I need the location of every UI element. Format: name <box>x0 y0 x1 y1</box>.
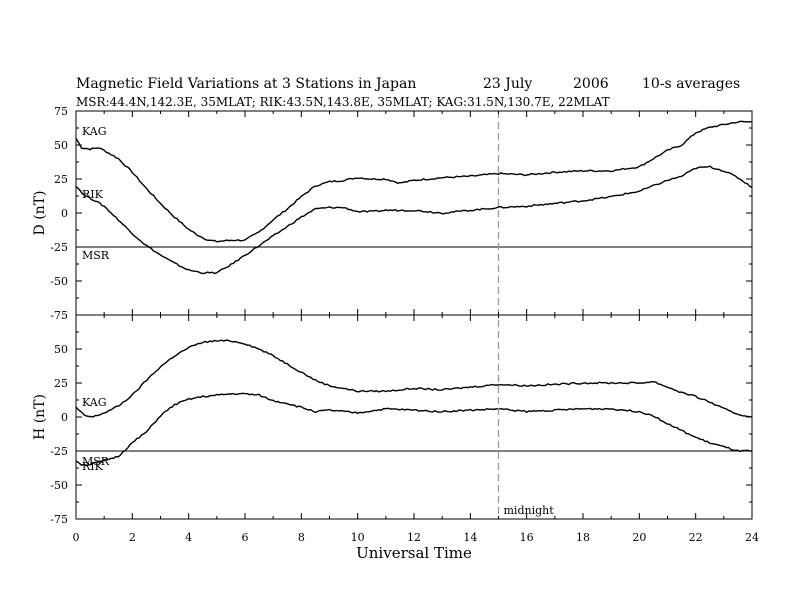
y-tick-label-h: -25 <box>50 445 68 458</box>
series-kag-d <box>75 120 753 243</box>
x-tick-label: 10 <box>351 531 365 544</box>
y-tick-label-d: -75 <box>50 309 68 322</box>
x-tick-label: 22 <box>689 531 703 544</box>
y-tick-label-h: -75 <box>50 513 68 526</box>
midnight-annotation: midnight <box>504 504 555 517</box>
y-tick-label-d: 0 <box>61 207 68 220</box>
series-kag-h <box>75 339 753 418</box>
y-tick-label-d: 50 <box>54 139 68 152</box>
series-rik-h <box>75 392 752 466</box>
y-axis-h: 50 25 0 -25 -50 -75 <box>50 331 752 526</box>
x-tick-label: 24 <box>745 531 759 544</box>
x-tick-label: 12 <box>407 531 421 544</box>
x-tick-label: 18 <box>576 531 590 544</box>
series-label-rik-d: RIK <box>82 188 104 201</box>
date-label: 23 July <box>483 76 532 92</box>
x-tick-label: 16 <box>520 531 534 544</box>
averaging-label: 10-s averages <box>642 76 740 92</box>
series-label-kag-d: KAG <box>82 125 107 138</box>
x-axis-label: Universal Time <box>356 544 472 562</box>
x-tick-label: 0 <box>73 531 80 544</box>
y-axis-d: 75 50 25 0 -25 -50 -75 <box>50 105 752 322</box>
y-tick-label-d: -50 <box>50 275 68 288</box>
panel-frame-h <box>75 314 753 520</box>
y-tick-label-h: -50 <box>50 479 68 492</box>
y-tick-label-d: 75 <box>54 105 68 118</box>
y-axis-label-d: D (nT) <box>32 191 48 236</box>
y-axis-label-h: H (nT) <box>32 394 48 440</box>
d-panel: 75 50 25 0 -25 -50 -75 D (nT) KAG RIK MSR <box>32 105 753 322</box>
x-tick-label: 4 <box>185 531 192 544</box>
chart-title: Magnetic Field Variations at 3 Stations … <box>76 76 416 92</box>
x-tick-label: 6 <box>242 531 249 544</box>
y-tick-label-h: 0 <box>61 411 68 424</box>
station-info: MSR:44.4N,142.3E, 35MLAT; RIK:43.5N,143.… <box>76 95 610 109</box>
series-label-msr-d: MSR <box>82 249 110 262</box>
x-tick-label: 8 <box>298 531 305 544</box>
panel-frame-d <box>75 110 753 316</box>
x-tick-label: 20 <box>632 531 646 544</box>
y-tick-label-d: 25 <box>54 173 68 186</box>
x-tick-label: 2 <box>129 531 136 544</box>
series-label-rik-h: RIK <box>82 460 104 473</box>
y-tick-label-d: -25 <box>50 241 68 254</box>
series-label-msr-h: MSR <box>82 455 110 468</box>
x-tick-label: 14 <box>463 531 477 544</box>
y-tick-label-h: 50 <box>54 343 68 356</box>
y-tick-label-h: 25 <box>54 377 68 390</box>
series-rik-d <box>75 165 753 275</box>
year-label: 2006 <box>573 76 609 92</box>
series-label-kag-h: KAG <box>82 396 107 409</box>
